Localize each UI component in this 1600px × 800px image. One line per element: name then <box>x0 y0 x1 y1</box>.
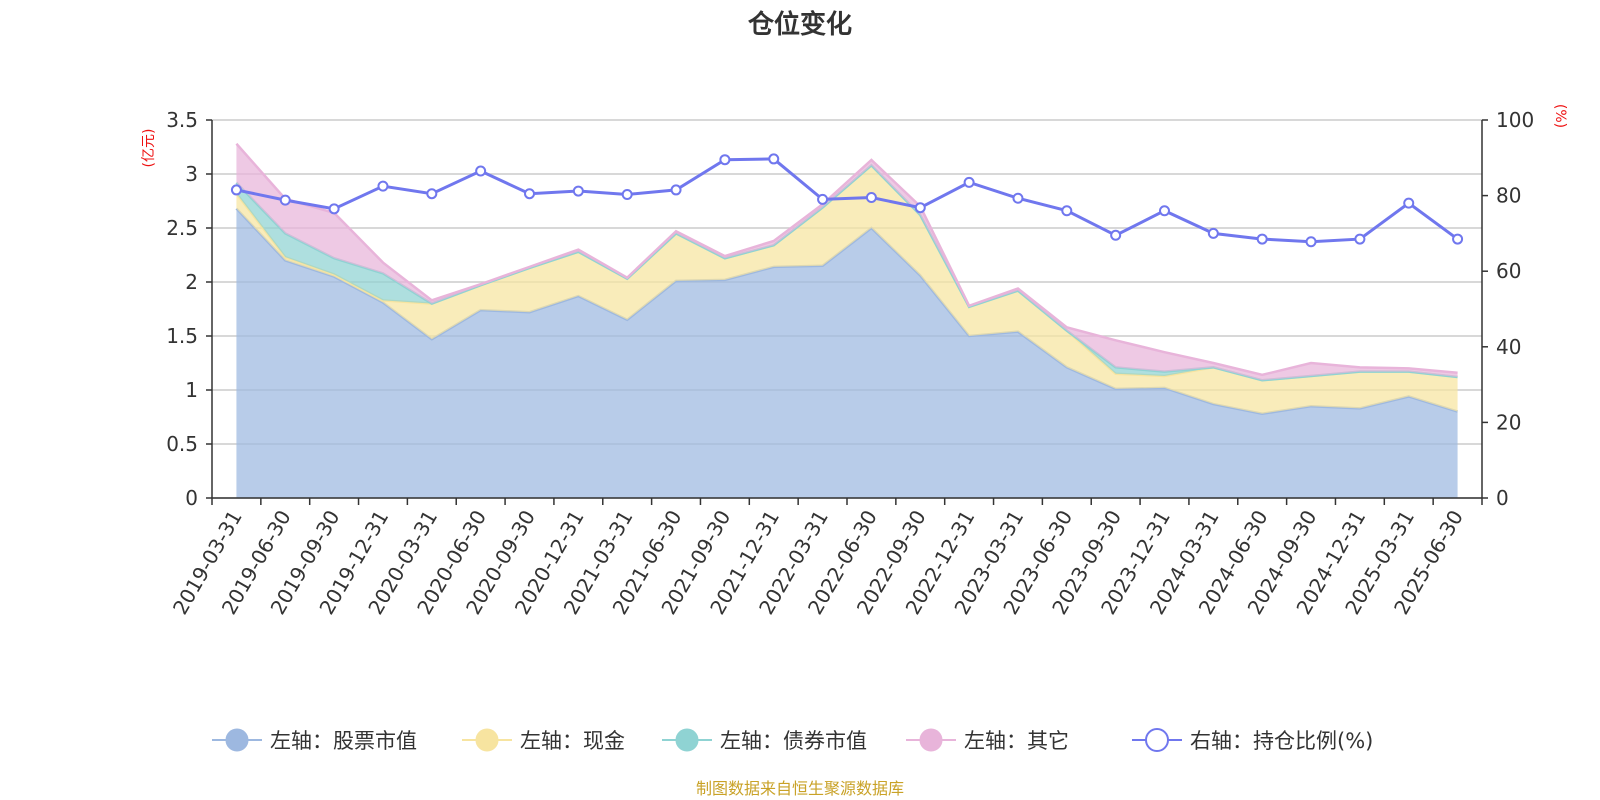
ratio-point <box>914 202 926 214</box>
left-tick-label: 1.5 <box>166 324 198 348</box>
right-tick-label: 60 <box>1496 259 1521 283</box>
right-axis-unit: (%) <box>1552 104 1568 128</box>
ratio-point <box>279 194 291 206</box>
left-tick-label: 3 <box>185 162 198 186</box>
ratio-point <box>426 188 438 200</box>
right-tick-label: 0 <box>1496 486 1509 510</box>
ratio-point <box>1403 197 1415 209</box>
right-tick-label: 100 <box>1496 108 1534 132</box>
ratio-point <box>768 153 780 165</box>
chart-title: 仓位变化 <box>747 9 852 40</box>
area-1 <box>236 165 1458 414</box>
left-axis-unit: (亿元) <box>141 129 157 168</box>
ratio-point <box>670 184 682 196</box>
right-tick-label: 40 <box>1496 335 1521 359</box>
legend-marker-3 <box>919 728 943 752</box>
ratio-point <box>1256 233 1268 245</box>
stacked-areas <box>235 142 1458 498</box>
legend-marker-0 <box>225 728 249 752</box>
legend-label-2: 左轴：债券市值 <box>720 729 867 753</box>
area-0 <box>236 208 1458 498</box>
ratio-point <box>1012 192 1024 204</box>
ratio-point <box>1159 205 1170 217</box>
left-tick-label: 1 <box>185 378 198 402</box>
ratio-point <box>621 188 633 200</box>
ratio-point <box>572 185 584 197</box>
right-tick-label: 80 <box>1496 184 1521 208</box>
legend-label-1: 左轴：现金 <box>520 729 625 753</box>
ratio-point <box>328 203 340 215</box>
left-tick-label: 0 <box>185 486 198 510</box>
ratio-point <box>817 193 829 205</box>
left-tick-label: 2.5 <box>166 216 198 240</box>
legend-marker-4 <box>1145 728 1169 752</box>
left-tick-label: 0.5 <box>166 432 198 456</box>
ratio-point <box>1061 205 1073 217</box>
ratio-point <box>230 184 242 196</box>
left-tick-label: 2 <box>185 270 198 294</box>
ratio-point <box>1207 227 1219 239</box>
right-tick-label: 20 <box>1496 410 1521 434</box>
ratio-point <box>475 165 487 177</box>
ratio-point <box>1354 233 1366 245</box>
left-tick-label: 3.5 <box>166 108 198 132</box>
ratio-line <box>230 153 1464 248</box>
ratio-point <box>719 154 731 166</box>
ratio-point <box>1452 233 1464 245</box>
legend-marker-2 <box>675 728 699 752</box>
ratio-point <box>865 191 877 203</box>
data-source-note: 制图数据来自恒生聚源数据库 <box>696 779 904 798</box>
ratio-point <box>524 188 535 200</box>
legend-label-0: 左轴：股票市值 <box>270 729 417 753</box>
area-edge-3 <box>235 142 1458 377</box>
legend-label-4: 右轴：持仓比例(%) <box>1190 729 1373 753</box>
ratio-point <box>963 176 975 188</box>
ratio-point <box>1110 229 1122 241</box>
ratio-point <box>1305 236 1317 248</box>
legend-marker-1 <box>475 728 499 752</box>
legend: 左轴：股票市值 左轴：现金 左轴：债券市值 左轴：其它 右轴：持仓比例(%) <box>212 728 1373 753</box>
ratio-line-path <box>236 157 1459 244</box>
legend-label-3: 左轴：其它 <box>964 729 1069 753</box>
ratio-point <box>377 180 389 192</box>
